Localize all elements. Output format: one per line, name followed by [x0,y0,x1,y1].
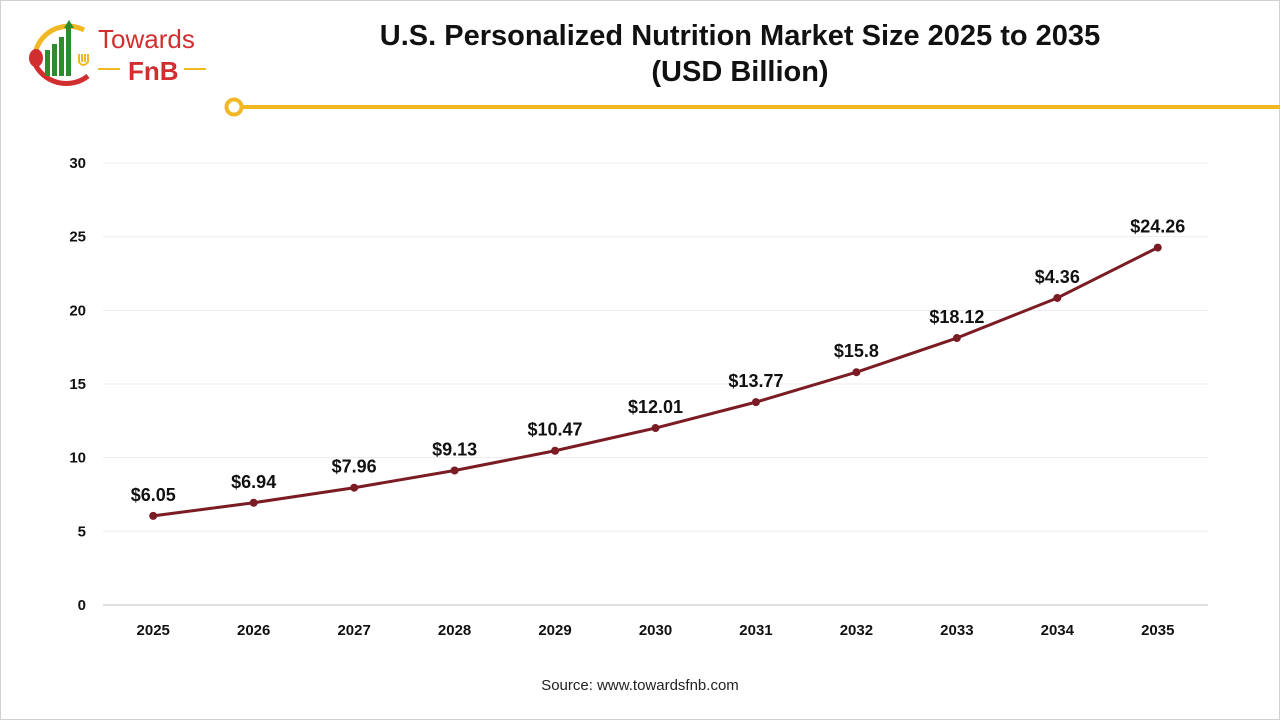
x-tick-label: 2033 [940,622,973,639]
logo-bar [45,50,50,76]
data-point [450,466,459,475]
y-tick-label: 20 [69,302,86,319]
series-line [153,246,1159,518]
data-label: $24.26 [1130,217,1185,237]
data-label: $6.05 [131,485,176,505]
data-label: $10.47 [528,420,583,440]
data-point [651,424,660,433]
x-tick-label: 2029 [538,622,571,639]
data-point [249,498,258,507]
fork-icon [78,54,89,66]
logo-bar [52,44,57,76]
logo-bar [66,28,71,76]
x-tick-label: 2032 [840,622,873,639]
data-point [952,334,961,343]
data-label: $6.94 [231,472,276,492]
logo-arc-top [33,23,86,51]
x-tick-label: 2026 [237,622,270,639]
accent-dot [224,97,244,117]
logo-text-fnb: FnB [128,56,179,86]
logo: Towards FnB [29,20,206,87]
x-tick-label: 2035 [1141,622,1174,639]
logo-arc-bottom [31,60,90,87]
title-line-1: U.S. Personalized Nutrition Market Size … [379,20,1101,52]
y-tick-label: 15 [69,376,86,393]
data-point [149,511,158,520]
data-label: $13.77 [728,371,783,391]
source-note: Source: www.towardsfnb.com [541,677,739,694]
y-tick-label: 30 [69,155,86,172]
x-tick-label: 2034 [1041,622,1075,639]
title-line-2: (USD Billion) [651,56,829,88]
x-tick-label: 2030 [639,622,672,639]
data-point [1153,243,1162,252]
data-point [852,368,861,377]
logo-text-towards: Towards [98,24,195,54]
logo-bar [59,37,64,76]
spoon-icon [29,49,43,67]
x-tick-label: 2028 [438,622,471,639]
y-tick-label: 5 [78,523,86,540]
y-tick-label: 25 [69,229,86,246]
data-point [350,483,359,492]
x-tick-label: 2027 [337,622,370,639]
arrow-icon [64,20,74,28]
x-tick-label: 2031 [739,622,772,639]
data-label: $9.13 [432,439,477,459]
data-label: $15.8 [834,341,879,361]
data-label: $18.12 [929,307,984,327]
x-tick-label: 2025 [137,622,170,639]
data-label: $12.01 [628,397,683,417]
data-label: $4.36 [1035,267,1080,287]
data-label: $7.96 [332,457,377,477]
y-tick-label: 0 [78,597,86,614]
data-point [1053,293,1062,302]
data-point [551,446,560,455]
chart-title: U.S. Personalized Nutrition Market Size … [300,18,1180,90]
y-tick-label: 10 [69,450,86,467]
data-point [751,398,760,407]
